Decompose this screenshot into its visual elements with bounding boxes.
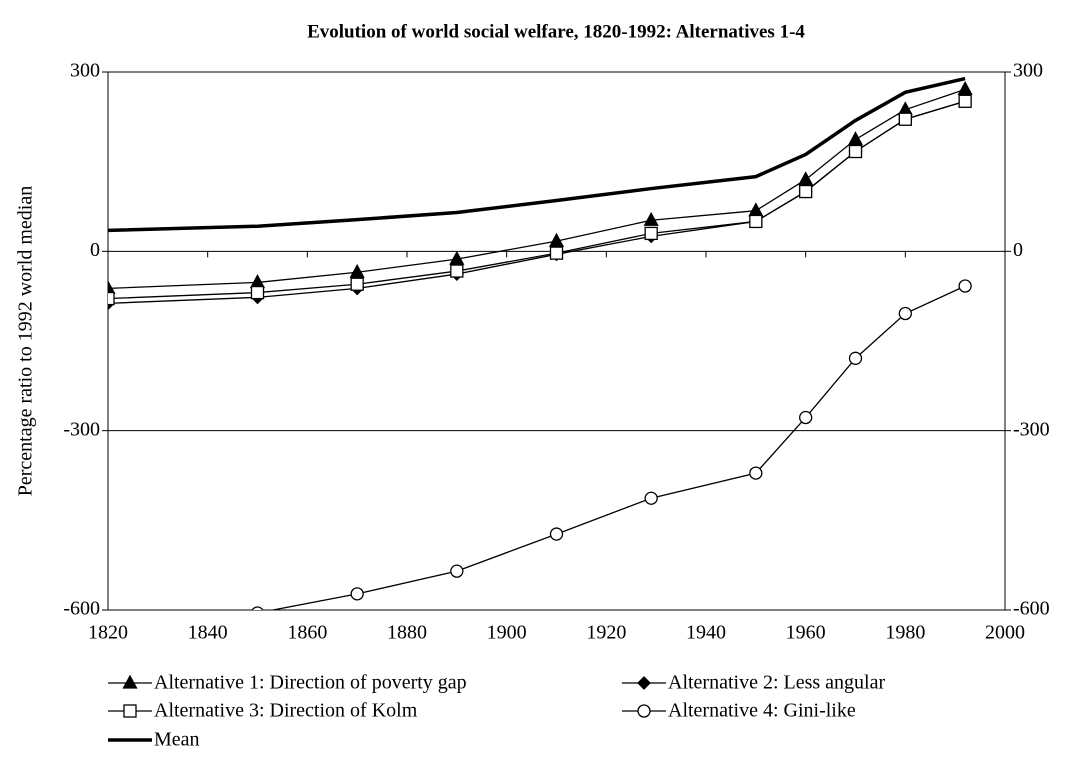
chart-title: Evolution of world social welfare, 1820-…	[307, 21, 805, 42]
legend-label: Alternative 3: Direction of Kolm	[154, 700, 418, 722]
marker	[250, 285, 265, 300]
legend-label: Alternative 4: Gini-like	[668, 700, 856, 722]
marker	[799, 410, 813, 425]
legend-label: Mean	[154, 729, 200, 751]
marker	[644, 226, 658, 241]
marker	[108, 291, 115, 306]
marker	[637, 676, 651, 690]
x-tick-label: 1860	[287, 622, 327, 644]
marker	[749, 466, 763, 480]
y-tick-label: 300	[70, 60, 100, 82]
x-tick-label: 1840	[188, 622, 228, 644]
marker	[958, 94, 972, 108]
y2-tick-label: -300	[1013, 418, 1050, 440]
marker	[549, 527, 564, 541]
x-tick-label: 1820	[88, 622, 128, 644]
marker	[643, 211, 659, 226]
marker	[122, 674, 138, 689]
marker	[748, 202, 764, 217]
plot-area	[108, 76, 973, 610]
y-tick-label: -600	[63, 598, 100, 620]
marker	[450, 264, 464, 278]
marker	[251, 606, 264, 610]
marker	[350, 277, 364, 291]
y-axis-label: Percentage ratio to 1992 world median	[15, 186, 37, 496]
marker	[848, 144, 863, 159]
series-line	[108, 100, 966, 300]
marker	[449, 250, 465, 265]
x-tick-label: 1940	[686, 622, 726, 644]
x-tick-label: 1880	[387, 622, 427, 644]
y2-tick-label: 0	[1013, 239, 1023, 261]
marker	[644, 491, 658, 505]
y-tick-label: 0	[90, 239, 100, 261]
y-tick-label: -300	[63, 418, 100, 440]
series-line	[269, 285, 966, 610]
marker	[957, 80, 973, 95]
x-tick-label: 1980	[885, 622, 925, 644]
marker	[549, 246, 564, 260]
marker	[799, 184, 813, 199]
legend-label: Alternative 2: Less angular	[668, 672, 885, 694]
marker	[847, 131, 864, 146]
marker	[350, 587, 364, 601]
y2-tick-label: 300	[1013, 60, 1043, 82]
marker	[898, 306, 912, 321]
series-line	[108, 76, 966, 233]
marker	[637, 704, 651, 718]
marker	[898, 112, 912, 126]
legend-label: Alternative 1: Direction of poverty gap	[154, 672, 467, 694]
marker	[958, 279, 972, 293]
x-tick-label: 1900	[487, 622, 527, 644]
y2-tick-label: -600	[1013, 598, 1050, 620]
marker	[749, 214, 763, 229]
marker	[798, 171, 814, 186]
marker	[848, 351, 863, 365]
x-tick-label: 1960	[786, 622, 826, 644]
marker	[450, 564, 464, 578]
marker	[349, 263, 365, 278]
x-tick-label: 1920	[586, 622, 626, 644]
marker	[108, 280, 116, 295]
x-tick-label: 2000	[985, 622, 1025, 644]
marker	[123, 704, 137, 718]
marker	[548, 232, 565, 247]
